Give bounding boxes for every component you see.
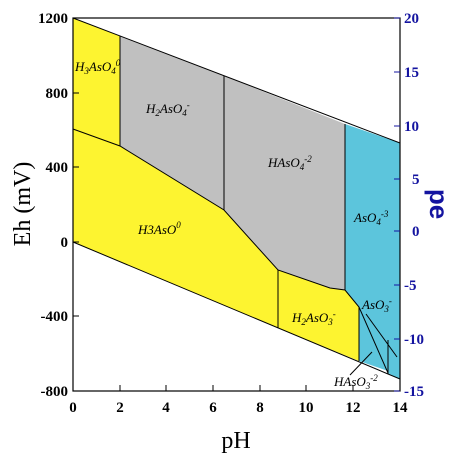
species-label-h3aso4: H3AsO40 — [74, 58, 121, 76]
upper-water-line — [72, 17, 401, 144]
right-tick-label: 20 — [404, 11, 419, 27]
bottom-tick-label: 2 — [116, 400, 124, 416]
bottom-tick-label: 0 — [69, 400, 77, 416]
x-axis-title: pH — [221, 428, 250, 454]
right-tick-label: -5 — [404, 278, 417, 294]
left-tick-label: 800 — [46, 86, 69, 102]
y-axis-left-title: Eh (mV) — [10, 162, 36, 247]
left-tick-label: 0 — [61, 235, 69, 251]
left-tick-label: 400 — [46, 160, 69, 176]
region-haso4 — [224, 76, 345, 290]
bottom-tick-label: 4 — [162, 400, 170, 416]
region-h3aso3 — [73, 129, 278, 328]
right-tick-label: -10 — [404, 332, 424, 348]
region-h2aso4 — [120, 36, 224, 210]
bottom-axis-ticks — [72, 385, 401, 391]
species-label-haso4: HAsO4-2 — [267, 154, 312, 172]
bottom-tick-label: 14 — [393, 400, 409, 416]
plot-frame — [72, 17, 401, 392]
lower-water-line — [72, 241, 401, 380]
species-label-h2aso3: H2AsO3- — [291, 309, 336, 327]
right-tick-label: 10 — [404, 119, 419, 135]
left-tick-label: -800 — [41, 384, 69, 400]
right-tick-label: 0 — [412, 224, 420, 240]
bottom-tick-label: 6 — [209, 400, 217, 416]
region-aso4 — [345, 124, 400, 379]
species-label-haso3: HAsO3-2 — [333, 373, 378, 391]
right-tick-label: 15 — [404, 65, 419, 81]
left-tick-label: 1200 — [38, 11, 68, 27]
right-axis-ticks — [394, 17, 400, 392]
bottom-tick-label: 10 — [299, 400, 314, 416]
region-h3aso4 — [73, 18, 120, 146]
right-tick-label: 5 — [412, 172, 420, 188]
boundary-lines — [72, 36, 398, 376]
left-tick-label: -400 — [41, 309, 69, 325]
y-axis-right-title: pe — [424, 189, 450, 219]
species-label-aso4: AsO4-3 — [353, 209, 389, 227]
left-axis-ticks — [73, 17, 79, 392]
region-h2aso3 — [278, 270, 359, 361]
right-tick-label: -15 — [404, 384, 424, 400]
bottom-tick-label: 12 — [346, 400, 361, 416]
species-label-h2aso4: H2AsO4- — [145, 100, 190, 118]
species-label-aso3: AsO3- — [361, 296, 392, 314]
species-label-h3aso3: H3AsO0 — [137, 220, 181, 237]
bottom-tick-label: 8 — [256, 400, 264, 416]
